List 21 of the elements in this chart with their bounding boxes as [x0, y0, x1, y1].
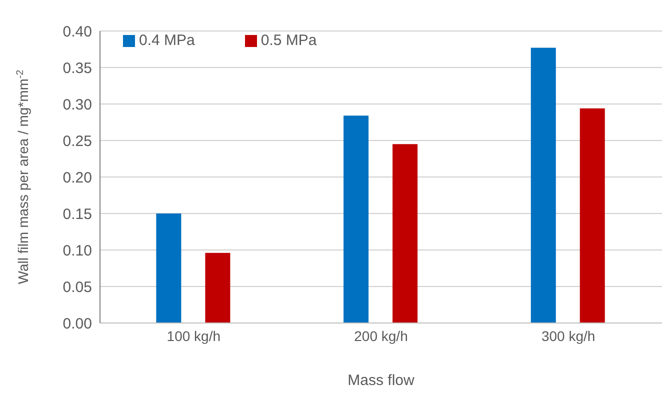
y-tick-label: 0.05	[62, 278, 92, 296]
x-tick-label: 100 kg/h	[166, 328, 221, 344]
bar	[344, 116, 369, 323]
bar	[392, 144, 418, 323]
y-tick-label: 0.10	[62, 242, 92, 260]
x-tick-label: 200 kg/h	[354, 328, 408, 344]
legend-label: 0.5 MPa	[260, 32, 317, 49]
y-tick-label: 0.25	[62, 132, 92, 150]
x-tick-label: 300 kg/h	[541, 328, 596, 344]
legend-label: 0.4 MPa	[139, 32, 195, 49]
y-tick-label: 0.35	[62, 60, 92, 77]
x-axis-title: Mass flow	[348, 372, 415, 389]
y-tick-label: 0.15	[62, 206, 92, 223]
bar	[205, 252, 230, 323]
y-tick-label: 0.20	[62, 169, 92, 186]
bar	[580, 108, 605, 323]
bar	[156, 214, 182, 323]
y-tick-label: 0.40	[62, 23, 92, 40]
y-tick-label: 0.30	[62, 96, 92, 114]
y-tick-label: 0.00	[62, 315, 92, 332]
bar	[530, 48, 556, 323]
